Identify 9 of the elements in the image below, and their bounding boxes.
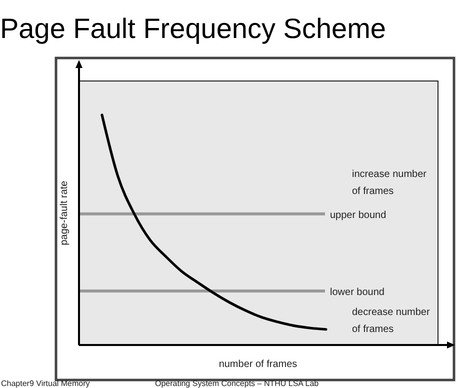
ref-line-label: lower bound: [330, 286, 384, 298]
text: decrease number of frames: [352, 306, 430, 335]
chart-title: Page Fault Frequency Scheme: [0, 13, 386, 44]
ref-line-label: upper bound: [330, 210, 386, 221]
text: Chapter9 Virtual Memory: [1, 379, 90, 388]
y-axis-title: page-fault rate: [59, 180, 70, 246]
x-axis-title: number of frames: [218, 359, 298, 370]
text: increase number of frames: [352, 168, 428, 197]
text: Operating System Concepts – NTHU LSA Lab: [155, 379, 320, 388]
